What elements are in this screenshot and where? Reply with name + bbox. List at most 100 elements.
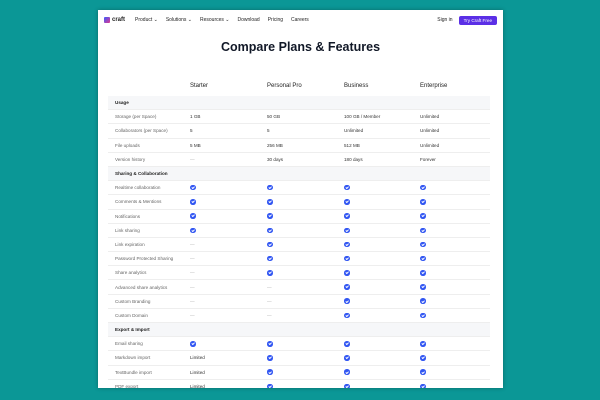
check-icon — [267, 341, 273, 347]
check-icon — [344, 199, 350, 205]
nav-resources[interactable]: Resources ⌄ — [199, 17, 230, 23]
check-icon — [267, 270, 273, 276]
check-icon — [190, 184, 196, 191]
browser-window: craft Product ⌄ Solutions ⌄ Resources ⌄ … — [98, 10, 503, 388]
table-row: Markdown import Limited — [108, 351, 490, 366]
plan-header-starter: Starter — [190, 83, 209, 89]
check-icon — [190, 341, 196, 347]
cell-value: 512 MB — [344, 142, 360, 148]
feature-label: PDF export — [115, 383, 139, 388]
cell-value: 1 GB — [190, 114, 201, 120]
check-icon — [344, 184, 350, 191]
table-row: Notifications — [108, 210, 490, 224]
check-icon — [267, 213, 273, 219]
cell-value: Unlimited — [420, 114, 440, 120]
table-row: Password Protected Sharing — — [108, 252, 490, 267]
table-row: PDF export Limited — [108, 380, 490, 388]
check-icon — [344, 227, 350, 234]
cell-value: 256 MB — [267, 142, 283, 148]
cell-value: — — [267, 312, 272, 318]
comparison-table: Usage Storage (per Space) 1 GB 50 GB 100 GB … — [108, 96, 490, 388]
cell-value: 30 days — [267, 156, 284, 162]
nav-download[interactable]: Download — [237, 17, 260, 23]
feature-label: Email sharing — [115, 341, 143, 347]
section-header: Sharing & Collaboration — [108, 166, 490, 182]
feature-label: Link expiration — [115, 241, 145, 247]
check-icon — [420, 270, 426, 276]
cell-value: — — [190, 298, 195, 304]
check-icon — [267, 227, 273, 234]
check-icon — [420, 241, 426, 248]
check-icon — [344, 383, 350, 388]
check-icon — [420, 199, 426, 205]
feature-label: Comments & Mentions — [115, 199, 162, 205]
feature-label: Markdown import — [115, 355, 151, 361]
check-icon — [267, 184, 273, 191]
feature-label: Custom Domain — [115, 312, 148, 318]
feature-label: TextBundle import — [115, 369, 152, 375]
check-icon — [344, 213, 350, 219]
cell-value: — — [190, 270, 195, 276]
plan-header-enterprise: Enterprise — [420, 83, 448, 89]
check-icon — [344, 369, 350, 375]
nav-pricing[interactable]: Pricing — [267, 17, 284, 23]
section-header: Export & Import — [108, 323, 490, 338]
check-icon — [420, 213, 426, 219]
check-icon — [420, 284, 426, 290]
feature-label: Share analytics — [115, 270, 147, 276]
table-row: Realtime collaboration — [108, 181, 490, 196]
feature-label: Advanced share analytics — [115, 284, 168, 290]
table-row: TextBundle import Limited — [108, 366, 490, 380]
feature-label: Link sharing — [115, 227, 140, 233]
page-title: Compare Plans & Features — [220, 40, 381, 54]
table-row: Comments & Mentions — [108, 195, 490, 210]
table-row: Email sharing — [108, 337, 490, 352]
cell-value: 5 MB — [190, 142, 201, 148]
check-icon — [420, 227, 426, 234]
table-row: Storage (per Space) 1 GB 50 GB 100 GB / Mem… — [108, 110, 490, 125]
check-icon — [420, 312, 426, 319]
check-icon — [344, 255, 350, 262]
check-icon — [344, 312, 350, 319]
check-icon — [344, 270, 350, 276]
check-icon — [267, 199, 273, 205]
table-row: Custom Domain — — — [108, 309, 490, 323]
cell-value: Unlimited — [420, 128, 440, 134]
table-row: Collaborators (per Space) 5 5 Unlimited Unli… — [108, 124, 490, 139]
feature-label: Storage (per Space) — [115, 114, 157, 120]
check-icon — [267, 255, 273, 262]
cell-value: 50 GB — [267, 114, 281, 120]
cell-value: — — [190, 241, 195, 247]
feature-label: Version history — [115, 156, 146, 162]
try-craft-free-button[interactable]: Try Craft Free — [458, 15, 497, 25]
check-icon — [267, 369, 273, 375]
feature-label: Realtime collaboration — [115, 185, 161, 191]
cell-value: Unlimited — [420, 142, 440, 148]
check-icon — [344, 341, 350, 347]
check-icon — [420, 369, 426, 375]
table-row: File uploads 5 MB 256 MB 512 MB Unlimited — [108, 139, 490, 153]
nav-solutions[interactable]: Solutions ⌄ — [165, 17, 192, 23]
cell-value: — — [190, 256, 195, 262]
section-header: Usage — [108, 96, 490, 111]
cell-value: 180 days — [344, 156, 363, 162]
table-row: Link sharing — [108, 224, 490, 238]
nav-careers[interactable]: Careers — [291, 17, 309, 23]
check-icon — [190, 227, 196, 234]
check-icon — [420, 298, 426, 304]
table-row: Share analytics — — [108, 266, 490, 281]
table-row: Custom Branding — — — [108, 295, 490, 309]
check-icon — [420, 355, 426, 361]
cell-value: 100 GB / Member — [344, 114, 381, 120]
cell-value: 5 — [267, 128, 270, 134]
check-icon — [344, 355, 350, 361]
cell-value: — — [190, 312, 195, 318]
plan-header-personal-pro: Personal Pro — [267, 83, 302, 89]
check-icon — [420, 383, 426, 388]
nav-product[interactable]: Product ⌄ — [135, 17, 158, 23]
check-icon — [267, 383, 273, 388]
sign-in-link[interactable]: Sign in — [437, 17, 453, 23]
craft-logo[interactable]: craft — [104, 17, 125, 23]
cell-value: 5 — [190, 128, 193, 134]
table-row: Version history — 30 days 180 days Forever — [108, 153, 490, 167]
